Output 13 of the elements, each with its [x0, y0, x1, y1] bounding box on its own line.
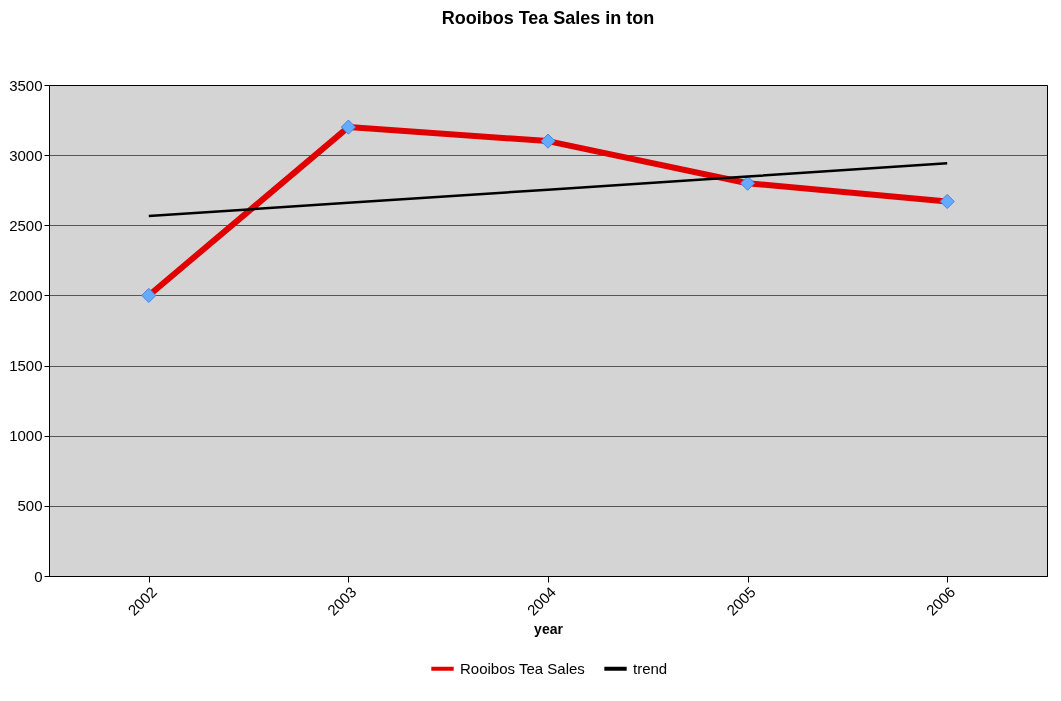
- x-axis-title: year: [534, 620, 564, 637]
- line-series: [147, 162, 949, 218]
- y-tick-label: 3500: [9, 76, 43, 94]
- chart-title: Rooibos Tea Sales in ton: [441, 8, 655, 28]
- legend-label: trend: [633, 659, 668, 677]
- y-tick-label: 3000: [9, 146, 43, 164]
- y-tick-label: 2500: [9, 216, 43, 234]
- legend-label: Rooibos Tea Sales: [460, 659, 585, 677]
- y-tick-label: 2000: [9, 286, 43, 304]
- y-tick-label: 1500: [9, 357, 43, 375]
- y-tick-label: 1000: [9, 427, 43, 445]
- y-tick-label: 0: [34, 567, 43, 585]
- y-tick-label: 500: [17, 497, 43, 515]
